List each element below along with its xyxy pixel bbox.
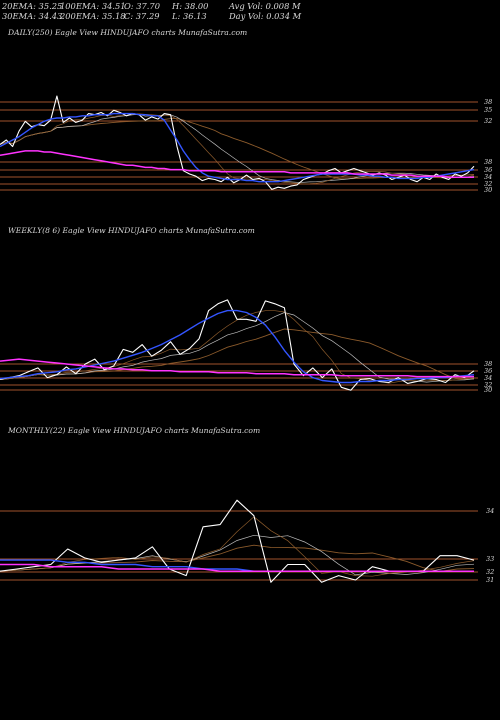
weekly-level-tick: 38 [484, 360, 492, 368]
daily-level-tick: 32 [484, 117, 492, 125]
low-stat: L: 36.13 [172, 11, 207, 21]
daily-level-tick: 34 [484, 173, 492, 181]
monthly-price-line [0, 499, 475, 583]
avg-vol-stat: Avg Vol: 0.008 M [229, 1, 301, 11]
open-stat: O: 37.70 [124, 1, 160, 11]
daily-level-tick: 35 [484, 106, 492, 114]
daily-level-tick: 36 [484, 166, 492, 174]
weekly-mid-ma-line [0, 312, 475, 383]
weekly-panel-label: WEEKLY(8 6) Eagle View HINDUJAFO charts … [8, 226, 255, 235]
monthly-level-tick: 32 [486, 568, 494, 576]
daily-ema-fast-line [0, 112, 475, 183]
weekly-short-ma-line [0, 310, 475, 384]
daily-ema-slow-line [0, 150, 474, 179]
monthly-level-tick: 31 [486, 576, 494, 584]
ema100-stat: 100EMA: 34.51 [60, 1, 126, 11]
monthly-mid-ma-line [0, 534, 475, 576]
monthly-short-ma-line [0, 516, 475, 577]
monthly-panel-label: MONTHLY(22) Eagle View HINDUJAFO charts … [8, 426, 261, 435]
close-stat: C: 37.29 [124, 11, 160, 21]
weekly-level-tick: 30 [484, 386, 492, 394]
day-vol-stat: Day Vol: 0.034 M [229, 11, 302, 21]
ema200-stat: 200EMA: 35.18 [60, 11, 126, 21]
monthly-ema-slow-line [0, 563, 474, 572]
weekly-level-tick: 32 [484, 381, 492, 389]
daily-level-tick: 32 [484, 180, 492, 188]
daily-short-ma-line [0, 113, 475, 185]
high-stat: H: 38.00 [172, 1, 209, 11]
daily-panel-label: DAILY(250) Eagle View HINDUJAFO charts M… [8, 28, 248, 37]
monthly-level-tick: 34 [486, 507, 494, 515]
weekly-level-tick: 34 [484, 374, 492, 382]
daily-level-tick: 30 [484, 186, 492, 194]
daily-level-tick: 38 [484, 158, 492, 166]
ema20-stat: 20EMA: 35.25 [2, 1, 63, 11]
daily-level-tick: 38 [484, 98, 492, 106]
monthly-long-ma-line [0, 544, 475, 572]
weekly-ema-fast-line [0, 309, 475, 384]
weekly-level-tick: 36 [484, 367, 492, 375]
weekly-ema-slow-line [0, 358, 474, 378]
ema30-stat: 30EMA: 34.43 [2, 11, 63, 21]
monthly-ema-fast-line [0, 559, 474, 572]
monthly-level-tick: 33 [486, 555, 494, 563]
